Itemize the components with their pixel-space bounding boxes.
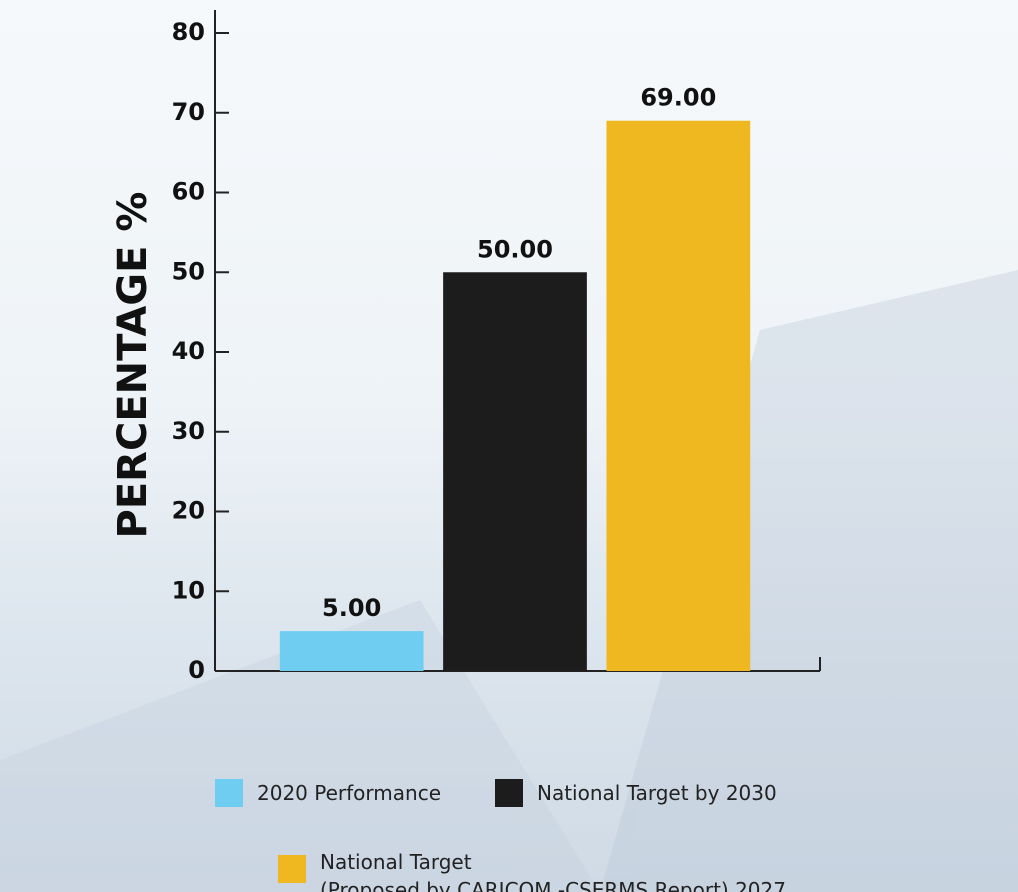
y-tick-label: 20 xyxy=(172,497,205,525)
legend-swatch xyxy=(278,855,306,883)
y-tick-label: 40 xyxy=(172,337,205,365)
y-tick-label: 70 xyxy=(172,98,205,126)
bar xyxy=(606,121,750,671)
y-axis-label: PERCENTAGE % xyxy=(110,192,156,539)
bar xyxy=(443,272,587,671)
y-tick-label: 50 xyxy=(172,257,205,285)
value-label: 69.00 xyxy=(640,84,716,112)
legend-item: National Target (Proposed by CARICOM -CS… xyxy=(278,848,786,892)
legend-swatch xyxy=(495,779,523,807)
chart-page: PERCENTAGE % 0 10 20 30 40 50 60 70 80 5.00 50.00 6… xyxy=(0,0,1018,892)
y-tick-label: 80 xyxy=(172,18,205,46)
value-label: 50.00 xyxy=(477,235,553,263)
legend-label: 2020 Performance xyxy=(257,779,441,807)
y-tick-label: 30 xyxy=(172,417,205,445)
legend-swatch xyxy=(215,779,243,807)
legend-label: National Target by 2030 xyxy=(537,779,777,807)
y-tick-label: 0 xyxy=(188,656,205,684)
legend-item: National Target by 2030 xyxy=(495,779,777,807)
chart: PERCENTAGE % 0 10 20 30 40 50 60 70 80 5.00 50.00 6… xyxy=(0,0,1018,892)
value-label: 5.00 xyxy=(322,594,381,622)
y-tick-label: 10 xyxy=(172,576,205,604)
legend-label: National Target (Proposed by CARICOM -CS… xyxy=(320,848,786,892)
bar xyxy=(280,631,424,671)
y-tick-label: 60 xyxy=(172,178,205,206)
legend-item: 2020 Performance xyxy=(215,779,441,807)
